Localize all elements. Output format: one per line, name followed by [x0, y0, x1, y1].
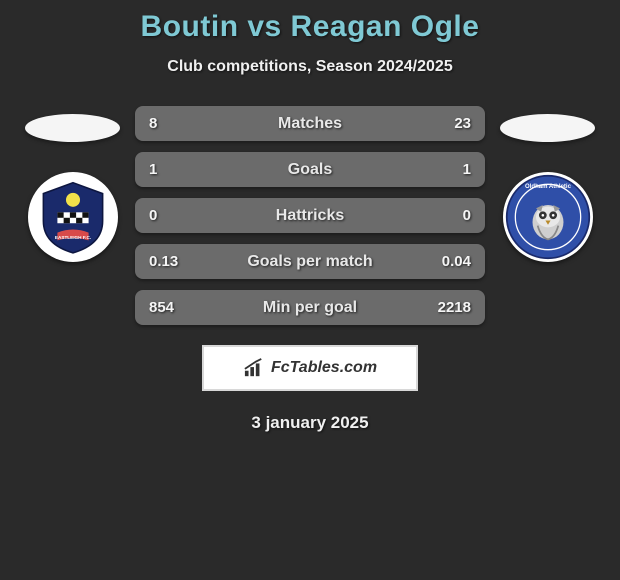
- stat-left-value: 0: [149, 207, 157, 224]
- brand-chart-icon: [243, 358, 265, 378]
- stat-label: Min per goal: [263, 299, 357, 317]
- eastleigh-crest-icon: EASTLEIGH F.C.: [34, 178, 112, 256]
- stat-right-value: 0.04: [442, 253, 471, 270]
- stat-row-matches: 8 Matches 23: [135, 106, 485, 141]
- stat-label: Goals: [288, 161, 332, 179]
- left-column: EASTLEIGH F.C.: [20, 106, 125, 262]
- stat-left-value: 854: [149, 299, 174, 316]
- date-line: 3 january 2025: [0, 413, 620, 433]
- page-title: Boutin vs Reagan Ogle: [0, 10, 620, 44]
- stat-right-value: 1: [463, 161, 471, 178]
- brand-text: FcTables.com: [271, 359, 377, 377]
- stat-left-value: 8: [149, 115, 157, 132]
- stat-row-min-per-goal: 854 Min per goal 2218: [135, 290, 485, 325]
- stat-row-hattricks: 0 Hattricks 0: [135, 198, 485, 233]
- right-player-placeholder: [500, 114, 595, 142]
- comparison-infographic: Boutin vs Reagan Ogle Club competitions,…: [0, 0, 620, 443]
- stat-row-goals-per-match: 0.13 Goals per match 0.04: [135, 244, 485, 279]
- right-team-crest: Oldham Athletic: [503, 172, 593, 262]
- stat-right-value: 2218: [438, 299, 471, 316]
- stat-row-goals: 1 Goals 1: [135, 152, 485, 187]
- stat-left-value: 0.13: [149, 253, 178, 270]
- stat-right-value: 23: [454, 115, 471, 132]
- left-team-crest: EASTLEIGH F.C.: [28, 172, 118, 262]
- stat-label: Hattricks: [276, 207, 344, 225]
- stat-label: Matches: [278, 115, 342, 133]
- svg-text:Oldham Athletic: Oldham Athletic: [525, 184, 572, 190]
- stats-column: 8 Matches 23 1 Goals 1 0 Hattricks 0 0.1…: [135, 106, 485, 325]
- right-column: Oldham Athletic: [495, 106, 600, 262]
- compare-area: EASTLEIGH F.C. 8 Matches 23 1 Goals 1 0 …: [0, 106, 620, 325]
- left-player-placeholder: [25, 114, 120, 142]
- page-subtitle: Club competitions, Season 2024/2025: [0, 58, 620, 76]
- brand-badge: FcTables.com: [202, 345, 418, 391]
- stat-left-value: 1: [149, 161, 157, 178]
- oldham-crest-icon: Oldham Athletic: [505, 174, 591, 260]
- stat-label: Goals per match: [247, 253, 372, 271]
- stat-right-value: 0: [463, 207, 471, 224]
- svg-text:EASTLEIGH F.C.: EASTLEIGH F.C.: [54, 235, 90, 240]
